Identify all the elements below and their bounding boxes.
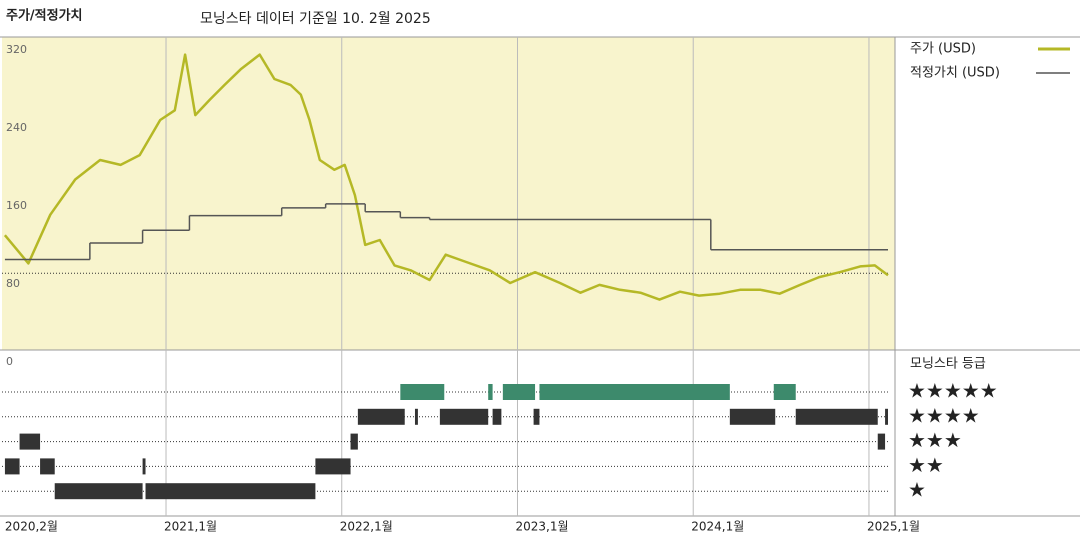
rating-period: [533, 408, 540, 425]
rating-period: [729, 408, 776, 425]
legend-label: 주가 (USD): [910, 42, 976, 57]
rating-period: [400, 384, 445, 400]
chart-title: 주가/적정가치: [6, 8, 83, 24]
rating-period: [773, 384, 796, 400]
rating-period: [4, 458, 20, 475]
y-tick-label: 80: [6, 277, 20, 290]
x-tick-label: 2020,2월: [5, 520, 58, 534]
rating-label: ★★★★: [908, 403, 980, 427]
rating-label: ★: [908, 478, 926, 502]
chart-subtitle: 모닝스타 데이터 기준일 10. 2월 2025: [200, 11, 431, 27]
price-line: [3, 53, 889, 301]
rating-period: [19, 433, 41, 450]
rating-label: ★★: [908, 453, 944, 477]
y-tick-label: 320: [6, 43, 27, 56]
x-tick-label: 2023,1월: [515, 520, 568, 534]
rating-period: [502, 384, 536, 400]
x-tick-label: 2025,1월: [867, 520, 920, 534]
y-tick-label: 240: [6, 121, 27, 134]
rating-period: [492, 408, 502, 425]
rating-label: ★★★: [908, 428, 962, 452]
rating-period: [145, 483, 316, 500]
plot-background: [2, 37, 895, 350]
y-tick-label: 0: [6, 355, 13, 368]
rating-period: [142, 458, 146, 475]
rating-period: [877, 433, 886, 450]
rating-period: [539, 384, 730, 400]
y-tick-label: 160: [6, 199, 27, 212]
x-tick-label: 2024,1월: [691, 520, 744, 534]
x-tick-label: 2022,1월: [340, 520, 393, 534]
legend-label: 적정가치 (USD): [910, 66, 1000, 81]
rating-period: [795, 408, 878, 425]
rating-period: [357, 408, 405, 425]
rating-period: [439, 408, 489, 425]
rating-period: [54, 483, 143, 500]
rating-period: [40, 458, 55, 475]
rating-period: [315, 458, 351, 475]
rating-label: ★★★★★: [908, 379, 998, 403]
rating-period: [885, 408, 888, 425]
rating-title: 모닝스타 등급: [910, 357, 986, 372]
rating-period: [414, 408, 418, 425]
rating-period: [350, 433, 358, 450]
x-tick-label: 2021,1월: [164, 520, 217, 534]
rating-period: [488, 384, 493, 400]
